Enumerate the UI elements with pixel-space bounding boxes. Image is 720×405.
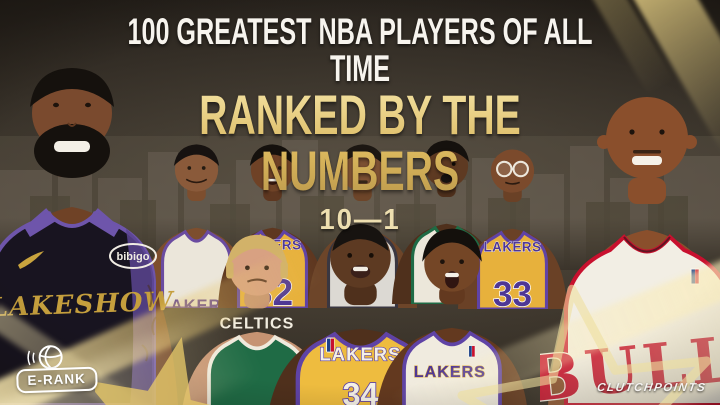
erank-label: E-RANK: [16, 366, 98, 394]
nba-logo-icon: [690, 268, 700, 285]
jersey-wordmark: LAKERS: [414, 364, 486, 381]
player-michael-jordan: BULLS: [540, 97, 720, 405]
player-kobe-bryant: LAKERS: [377, 228, 527, 405]
bibigo-patch-label: bibigo: [117, 251, 150, 263]
erank-badge: E-RANK: [15, 343, 98, 394]
nba-logo-icon: [468, 344, 476, 358]
clutchpoints-watermark: CLUTCHPOINTS: [595, 382, 707, 394]
